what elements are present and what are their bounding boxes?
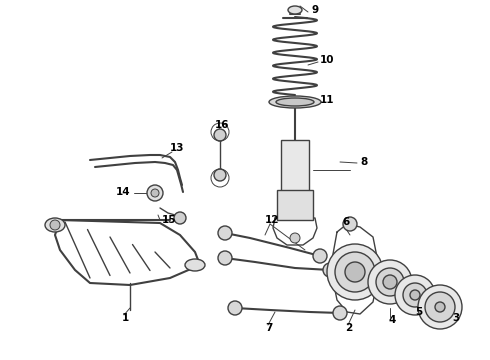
- Text: 5: 5: [415, 307, 422, 317]
- Text: 14: 14: [115, 187, 130, 197]
- Circle shape: [425, 292, 455, 322]
- Text: 3: 3: [452, 313, 459, 323]
- Circle shape: [327, 244, 383, 300]
- Circle shape: [290, 233, 300, 243]
- Circle shape: [410, 290, 420, 300]
- Circle shape: [228, 301, 242, 315]
- Circle shape: [323, 263, 337, 277]
- Ellipse shape: [269, 96, 321, 108]
- Circle shape: [383, 275, 397, 289]
- Circle shape: [333, 306, 347, 320]
- Circle shape: [214, 129, 226, 141]
- Text: 8: 8: [360, 157, 367, 167]
- Circle shape: [403, 283, 427, 307]
- Text: 1: 1: [122, 313, 129, 323]
- Ellipse shape: [185, 259, 205, 271]
- Circle shape: [50, 220, 60, 230]
- Circle shape: [313, 249, 327, 263]
- Circle shape: [376, 268, 404, 296]
- Circle shape: [343, 217, 357, 231]
- Circle shape: [395, 275, 435, 315]
- Ellipse shape: [45, 218, 65, 232]
- Circle shape: [214, 169, 226, 181]
- Circle shape: [435, 302, 445, 312]
- Circle shape: [147, 185, 163, 201]
- Text: 9: 9: [311, 5, 318, 15]
- Text: 10: 10: [320, 55, 335, 65]
- Bar: [281, 140, 309, 195]
- Circle shape: [368, 260, 412, 304]
- Text: 7: 7: [265, 323, 272, 333]
- Text: 11: 11: [320, 95, 335, 105]
- Ellipse shape: [276, 98, 314, 106]
- Text: 16: 16: [215, 120, 229, 130]
- Text: 13: 13: [170, 143, 185, 153]
- Text: 2: 2: [345, 323, 352, 333]
- Text: 4: 4: [388, 315, 395, 325]
- Circle shape: [345, 262, 365, 282]
- Text: 6: 6: [342, 217, 349, 227]
- Circle shape: [418, 285, 462, 329]
- Circle shape: [218, 251, 232, 265]
- Circle shape: [218, 226, 232, 240]
- Text: 12: 12: [265, 215, 279, 225]
- Text: 15: 15: [162, 215, 176, 225]
- Circle shape: [151, 189, 159, 197]
- Bar: [277, 190, 313, 220]
- Ellipse shape: [288, 6, 302, 14]
- Circle shape: [335, 252, 375, 292]
- Circle shape: [174, 212, 186, 224]
